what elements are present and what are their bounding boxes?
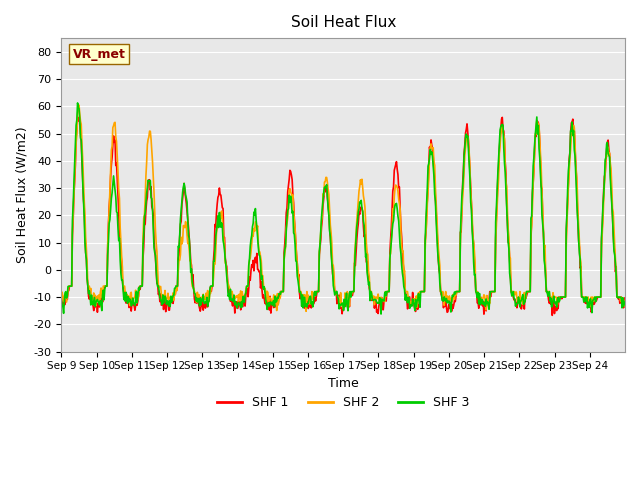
SHF 2 [302,309,310,314]
SHF 2 [403,288,411,294]
SHF 3 [58,297,65,303]
Line: SHF 2: SHF 2 [61,105,625,312]
Y-axis label: Soil Heat Flux (W/m2): Soil Heat Flux (W/m2) [15,127,28,263]
SHF 1 [58,300,65,306]
SHF 1 [621,295,629,301]
SHF 3 [74,100,81,106]
SHF 3 [124,294,132,300]
SHF 1 [75,114,83,120]
SHF 3 [228,297,236,303]
SHF 3 [621,299,629,304]
SHF 1 [548,312,556,318]
SHF 3 [277,288,285,294]
SHF 3 [403,295,411,300]
Text: VR_met: VR_met [73,48,125,60]
Line: SHF 1: SHF 1 [61,117,625,315]
SHF 1 [434,241,442,247]
SHF 1 [277,288,285,294]
SHF 2 [75,102,83,108]
SHF 3 [256,253,264,259]
SHF 2 [228,288,236,294]
SHF 3 [435,258,442,264]
SHF 3 [377,311,385,317]
SHF 1 [402,292,410,298]
SHF 2 [621,303,629,309]
SHF 1 [124,298,132,303]
SHF 1 [228,299,236,305]
Title: Soil Heat Flux: Soil Heat Flux [291,15,396,30]
Legend: SHF 1, SHF 2, SHF 3: SHF 1, SHF 2, SHF 3 [212,391,474,414]
Line: SHF 3: SHF 3 [61,103,625,314]
SHF 2 [435,245,442,251]
X-axis label: Time: Time [328,377,358,390]
SHF 2 [256,249,264,255]
SHF 2 [58,300,65,305]
SHF 1 [256,269,264,275]
SHF 2 [124,293,132,299]
SHF 2 [277,288,285,294]
